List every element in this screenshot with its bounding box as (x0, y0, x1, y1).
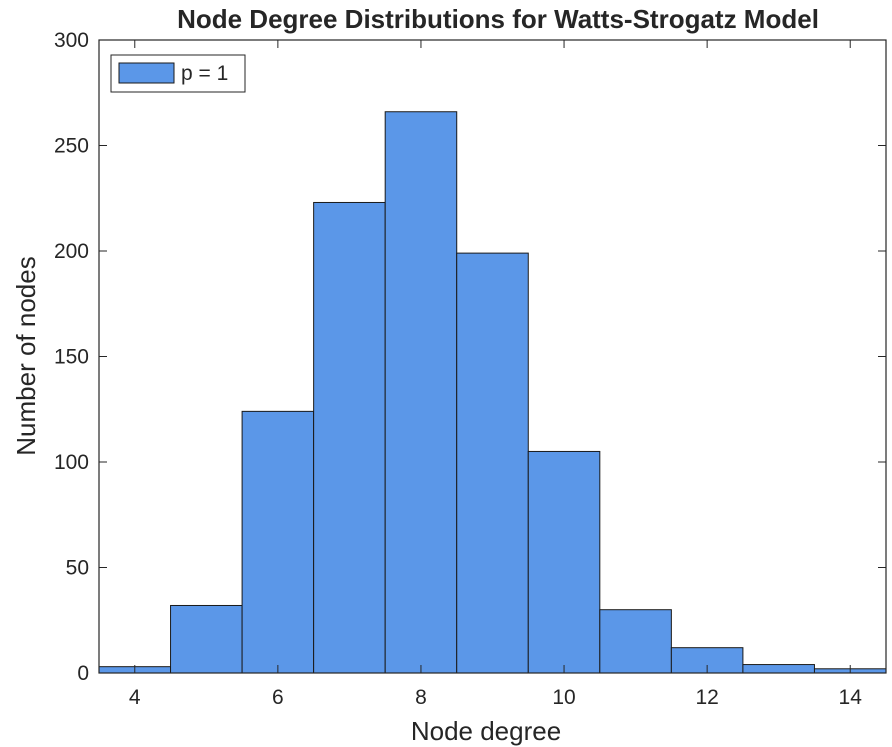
histogram-bar (456, 252, 529, 674)
bar-series (98, 111, 887, 674)
x-tick-label: 12 (695, 686, 718, 709)
histogram-bar (170, 604, 243, 674)
x-tick-label: 10 (552, 686, 575, 709)
histogram-bar (742, 664, 815, 674)
chart-title: Node Degree Distributions for Watts-Stro… (177, 4, 819, 34)
legend-label: p = 1 (181, 62, 228, 85)
histogram-bar (599, 609, 672, 674)
histogram-bar (527, 450, 601, 674)
y-axis: 0 50 100 150 200 250 300 (54, 29, 886, 685)
y-axis-label: Number of nodes (11, 256, 41, 455)
histogram-bar (384, 111, 458, 674)
x-tick-label: 4 (129, 686, 141, 709)
y-tick-label: 300 (54, 29, 89, 52)
x-tick-label: 14 (839, 686, 863, 709)
y-tick-label: 250 (54, 135, 89, 158)
y-tick-label: 0 (77, 662, 89, 685)
histogram-bar (670, 647, 744, 674)
y-tick-label: 50 (66, 557, 89, 580)
x-axis-label: Node degree (411, 716, 561, 746)
histogram-bar (313, 201, 386, 674)
x-tick-label: 6 (272, 686, 284, 709)
y-tick-label: 150 (54, 346, 89, 369)
y-tick-label: 100 (54, 451, 89, 474)
y-tick-label: 200 (54, 240, 89, 263)
legend: p = 1 (110, 54, 246, 93)
histogram-bar (241, 410, 315, 674)
x-axis: 4 6 8 10 12 14 (129, 40, 862, 709)
legend-swatch (118, 62, 175, 84)
x-tick-label: 8 (415, 686, 427, 709)
